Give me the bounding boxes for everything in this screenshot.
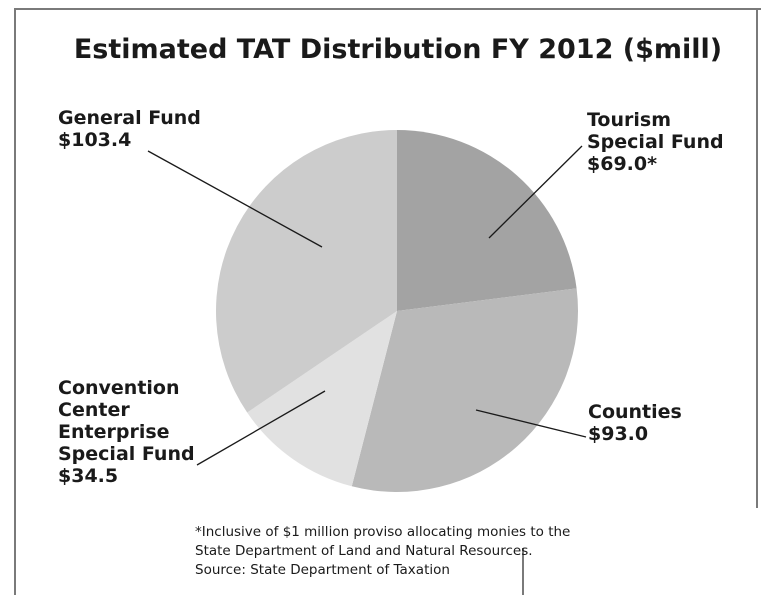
leader-line-1 xyxy=(475,409,587,438)
slice-value-1: $93.0 xyxy=(588,423,648,445)
leader-line-3 xyxy=(147,150,323,248)
pie-slice-0 xyxy=(397,130,577,311)
pie-slice-3 xyxy=(216,130,397,413)
slice-name-line-0-1: Special Fund xyxy=(587,131,724,153)
footnote-line-1: *Inclusive of $1 million proviso allocat… xyxy=(195,524,570,540)
pie-slices xyxy=(216,130,578,492)
leader-lines xyxy=(147,145,587,466)
slice-value-2: $34.5 xyxy=(58,465,118,487)
footnote-line-3: Source: State Department of Taxation xyxy=(195,562,450,578)
pie-slice-2 xyxy=(247,311,397,487)
pie-slice-1 xyxy=(351,288,578,492)
leader-line-2 xyxy=(196,390,326,466)
slice-name-line-2-1: Center xyxy=(58,399,130,421)
chart-title: Estimated TAT Distribution FY 2012 ($mil… xyxy=(74,34,722,65)
slice-label-2: Convention Center Enterprise Special Fund $3… xyxy=(58,377,195,487)
frame-border-stub xyxy=(522,548,524,595)
frame-border-top xyxy=(14,8,761,10)
slice-labels: Tourism Special Fund $69.0*Counties $93.0Co… xyxy=(58,107,724,487)
slice-label-0: Tourism Special Fund $69.0* xyxy=(587,109,724,175)
footnote-line-2: State Department of Land and Natural Res… xyxy=(195,543,533,559)
leader-line-0 xyxy=(488,145,583,239)
slice-name-line-0-0: Tourism xyxy=(587,109,671,131)
slice-value-0: $69.0* xyxy=(587,153,657,175)
slice-name-line-2-2: Enterprise xyxy=(58,421,170,443)
footnotes: *Inclusive of $1 million proviso allocat… xyxy=(195,524,570,578)
slice-name-line-2-3: Special Fund xyxy=(58,443,195,465)
frame-border-left xyxy=(14,8,16,595)
slice-name-line-1-0: Counties xyxy=(588,401,682,423)
slice-value-3: $103.4 xyxy=(58,129,131,151)
slice-name-line-3-0: General Fund xyxy=(58,107,201,129)
slice-label-1: Counties $93.0 xyxy=(588,401,682,445)
slice-name-line-2-0: Convention xyxy=(58,377,180,399)
frame-border-right xyxy=(756,8,758,508)
slice-label-3: General Fund $103.4 xyxy=(58,107,201,151)
